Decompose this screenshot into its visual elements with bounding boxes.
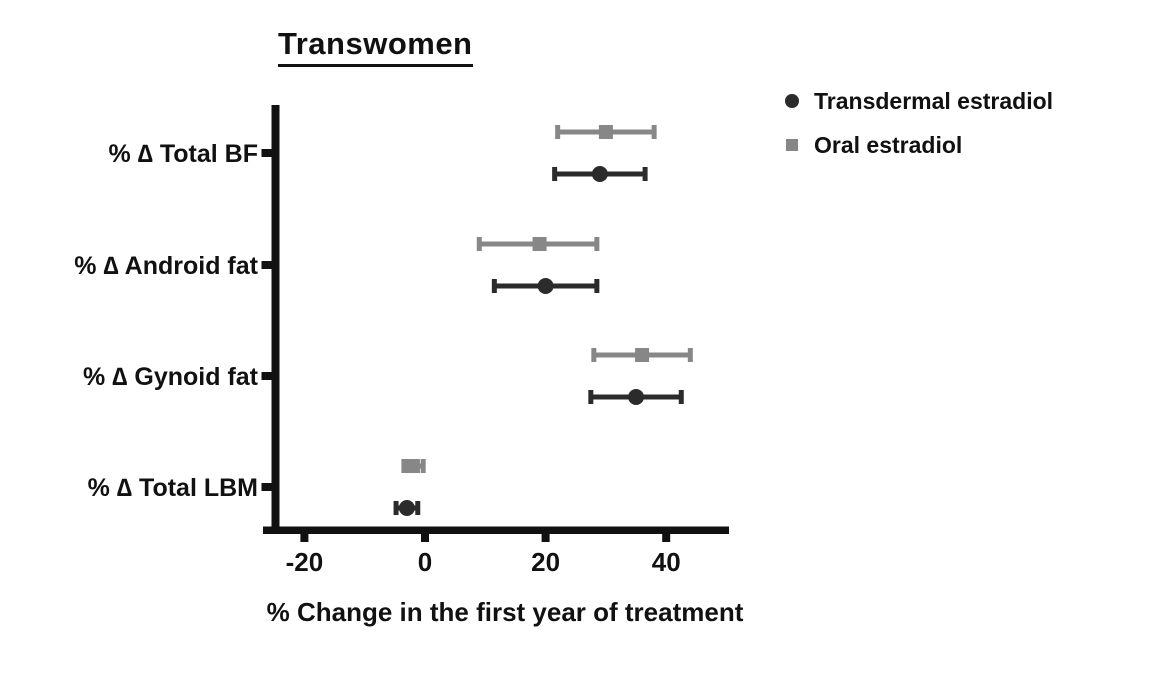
chart-title: Transwomen bbox=[278, 26, 473, 67]
y-axis-tick bbox=[261, 483, 272, 491]
y-axis-tick bbox=[261, 372, 272, 380]
y-axis-tick bbox=[261, 261, 272, 269]
circle-marker-icon bbox=[785, 94, 799, 108]
square-marker-icon bbox=[786, 139, 798, 151]
x-tick-label: -20 bbox=[286, 547, 324, 577]
y-axis-tick bbox=[261, 149, 272, 157]
x-axis-tick bbox=[541, 534, 550, 542]
legend-item-oral: Oral estradiol bbox=[783, 130, 1053, 160]
x-tick-label: 0 bbox=[418, 547, 432, 577]
data-point-square bbox=[635, 348, 650, 362]
data-point-square bbox=[405, 459, 420, 473]
x-tick-label: 20 bbox=[531, 547, 560, 577]
category-label: % ∆ Total LBM bbox=[88, 474, 258, 502]
category-label: % ∆ Android fat bbox=[74, 252, 258, 280]
category-label: % ∆ Gynoid fat bbox=[83, 363, 259, 391]
data-point-circle bbox=[628, 389, 645, 405]
data-point-square bbox=[598, 125, 613, 139]
y-axis-line bbox=[271, 105, 280, 534]
legend-marker-box bbox=[783, 94, 801, 108]
data-point-circle bbox=[398, 500, 415, 516]
x-axis-tick bbox=[421, 534, 429, 542]
data-point-circle bbox=[537, 278, 554, 294]
x-axis-line bbox=[263, 526, 729, 534]
category-label: % ∆ Total BF bbox=[108, 140, 258, 168]
x-axis-title: % Change in the first year of treatment bbox=[266, 597, 744, 627]
x-axis-tick bbox=[662, 534, 671, 542]
data-point-circle bbox=[591, 166, 608, 182]
legend-label-oral: Oral estradiol bbox=[814, 131, 963, 158]
legend: Transdermal estradiol Oral estradiol bbox=[783, 86, 1053, 160]
legend-item-transdermal: Transdermal estradiol bbox=[783, 86, 1053, 116]
x-axis-tick bbox=[300, 534, 309, 542]
x-tick-label: 40 bbox=[652, 547, 681, 577]
legend-marker-box bbox=[783, 139, 801, 151]
data-point-square bbox=[532, 237, 547, 251]
legend-label-transdermal: Transdermal estradiol bbox=[814, 87, 1054, 114]
